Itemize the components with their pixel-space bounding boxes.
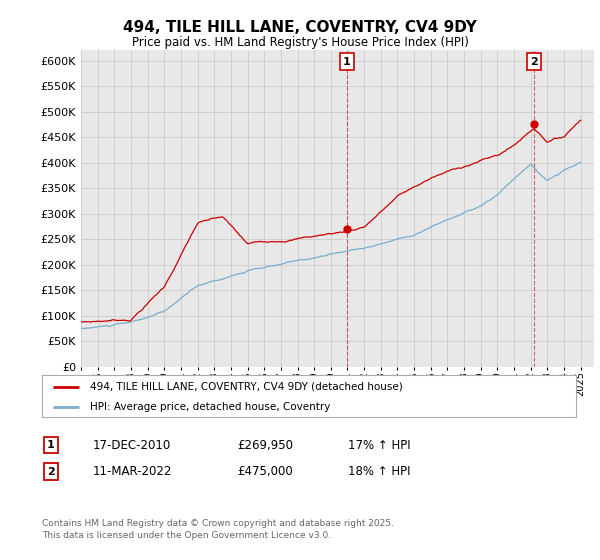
Text: 17% ↑ HPI: 17% ↑ HPI (348, 438, 410, 452)
Text: 1: 1 (47, 440, 55, 450)
Text: 2: 2 (530, 57, 538, 67)
Text: HPI: Average price, detached house, Coventry: HPI: Average price, detached house, Cove… (90, 402, 331, 412)
Text: £269,950: £269,950 (237, 438, 293, 452)
Text: 18% ↑ HPI: 18% ↑ HPI (348, 465, 410, 478)
Text: 2: 2 (47, 466, 55, 477)
Text: 1: 1 (343, 57, 351, 67)
Text: 17-DEC-2010: 17-DEC-2010 (93, 438, 171, 452)
Text: 494, TILE HILL LANE, COVENTRY, CV4 9DY: 494, TILE HILL LANE, COVENTRY, CV4 9DY (123, 20, 477, 35)
Text: 11-MAR-2022: 11-MAR-2022 (93, 465, 172, 478)
Text: 494, TILE HILL LANE, COVENTRY, CV4 9DY (detached house): 494, TILE HILL LANE, COVENTRY, CV4 9DY (… (90, 382, 403, 392)
Text: Contains HM Land Registry data © Crown copyright and database right 2025.
This d: Contains HM Land Registry data © Crown c… (42, 519, 394, 540)
Text: £475,000: £475,000 (237, 465, 293, 478)
Text: Price paid vs. HM Land Registry's House Price Index (HPI): Price paid vs. HM Land Registry's House … (131, 36, 469, 49)
